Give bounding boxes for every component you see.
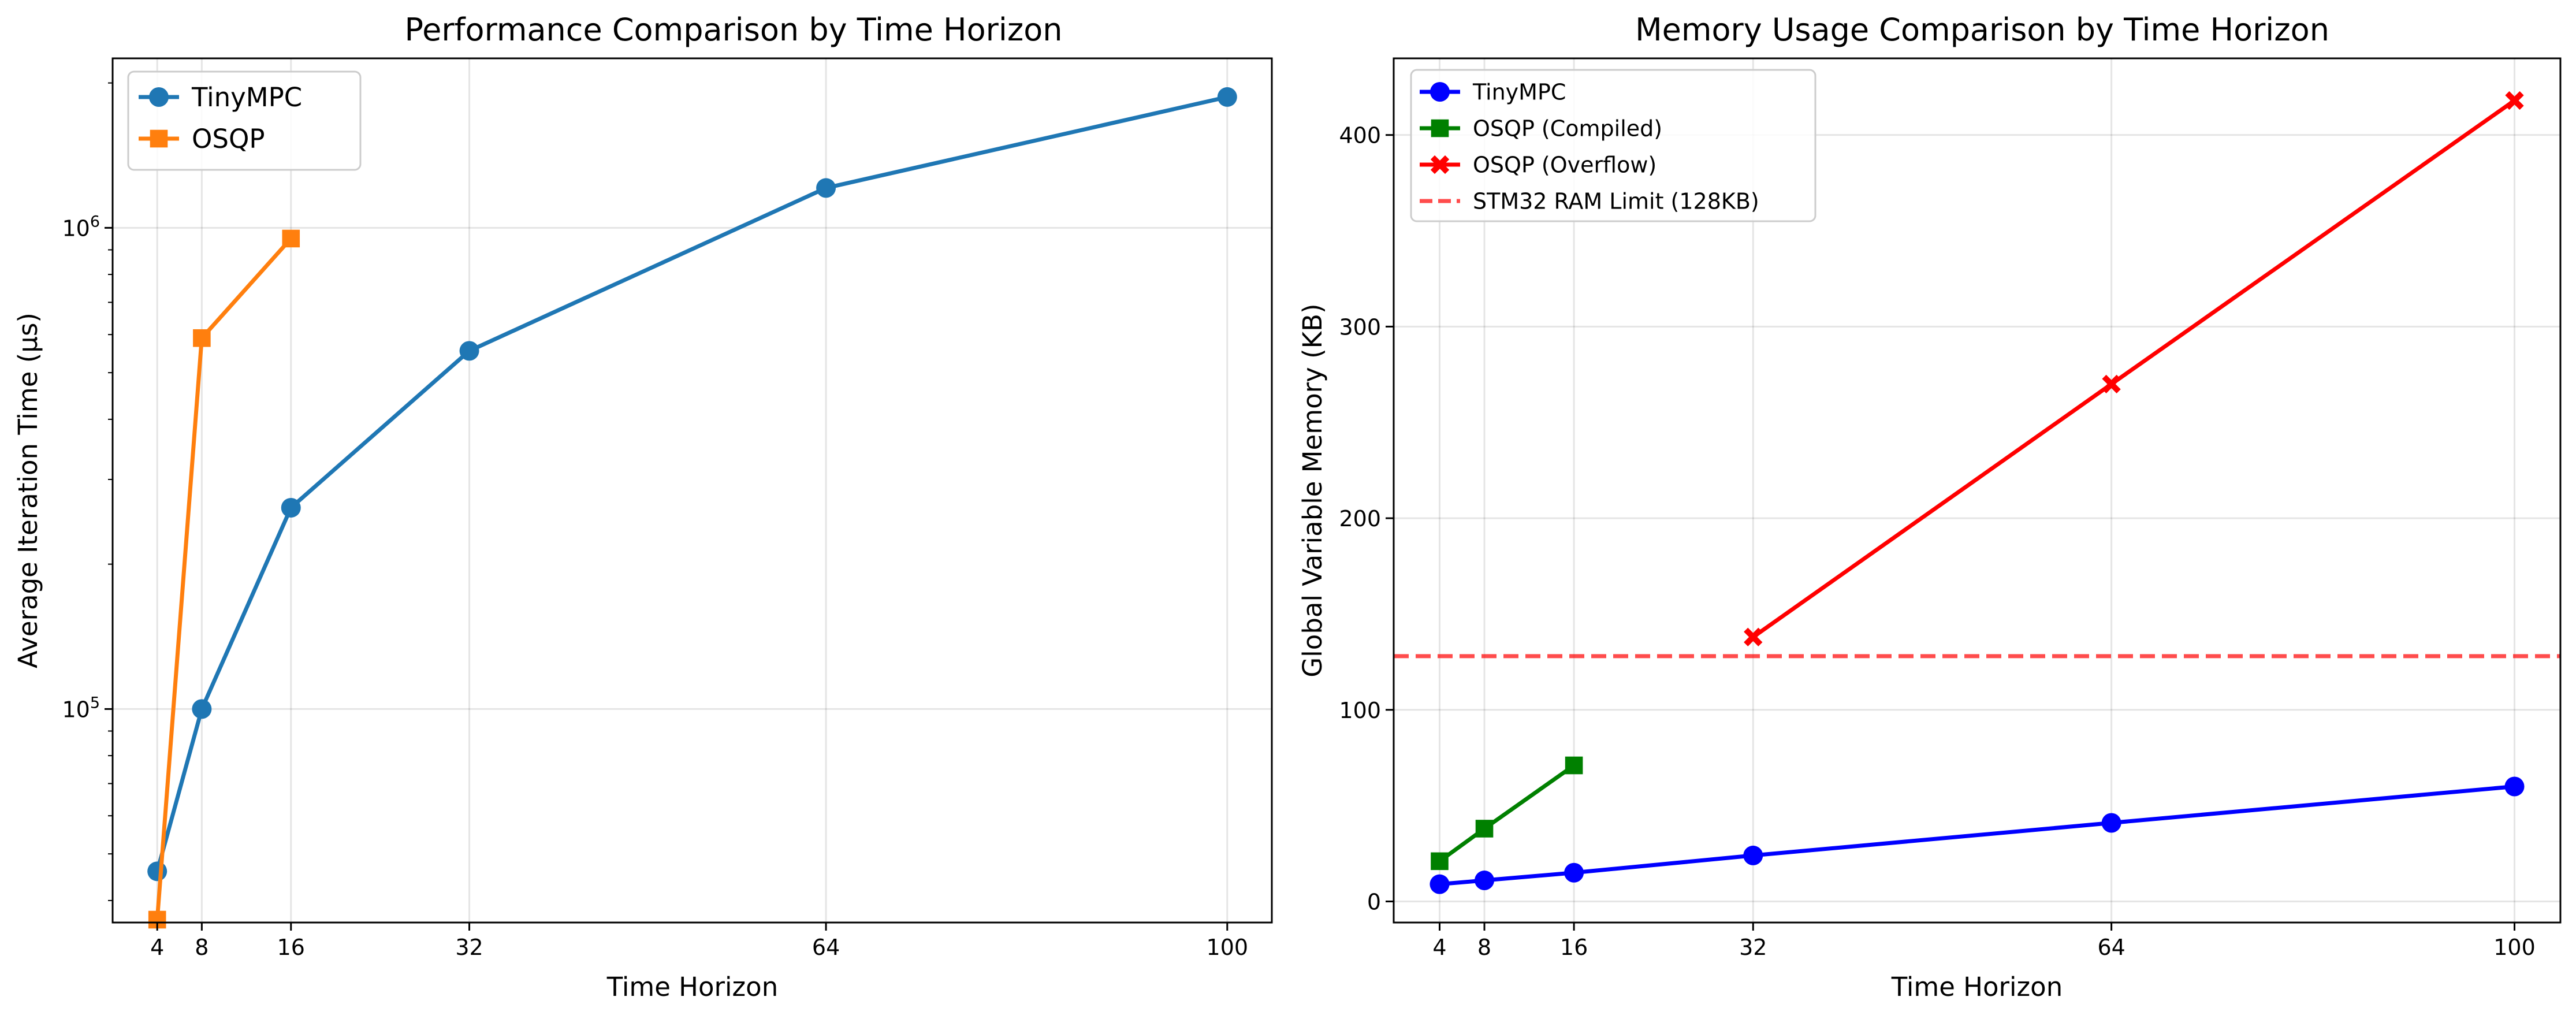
right-x-tick-label: 4 bbox=[1432, 935, 1446, 960]
right-y-tick-label: 100 bbox=[1339, 698, 1381, 723]
left-legend-frame bbox=[127, 70, 362, 171]
legend-label: TinyMPC bbox=[191, 82, 302, 113]
left-x-tick-label: 4 bbox=[150, 935, 164, 960]
right-x-tick-label: 8 bbox=[1477, 935, 1491, 960]
right-y-tick-label: 0 bbox=[1367, 890, 1381, 915]
legend-swatch-marker bbox=[150, 129, 168, 148]
right-y-tick-label: 400 bbox=[1339, 123, 1381, 148]
right-data-point bbox=[1430, 874, 1450, 894]
right-data-point bbox=[1475, 871, 1495, 891]
left-data-point bbox=[281, 497, 301, 518]
legend-label: STM32 RAM Limit (128KB) bbox=[1473, 189, 1759, 214]
right-legend: TinyMPC OSQP (Compiled) OSQP (Overflow) STM… bbox=[1410, 69, 1816, 222]
right-y-tick-label: 300 bbox=[1339, 314, 1381, 340]
left-data-point bbox=[192, 699, 212, 719]
right-chart: Memory Usage Comparison by Time Horizon … bbox=[1297, 12, 2562, 1002]
right-data-point bbox=[1565, 756, 1583, 775]
right-x-tick-label: 16 bbox=[1560, 935, 1588, 960]
legend-swatch-marker bbox=[1430, 155, 1450, 174]
left-x-tick-label: 8 bbox=[195, 935, 209, 960]
left-x-tick-label: 64 bbox=[812, 935, 840, 960]
right-data-point bbox=[1744, 627, 1763, 646]
left-x-axis-label: Time Horizon bbox=[606, 972, 778, 1002]
left-plot-frame bbox=[111, 57, 1273, 924]
legend-label: OSQP (Compiled) bbox=[1473, 116, 1662, 142]
right-y-tick-label: 200 bbox=[1339, 506, 1381, 531]
left-chart-title: Performance Comparison by Time Horizon bbox=[404, 12, 1062, 48]
legend-swatch-marker bbox=[1431, 119, 1449, 137]
right-legend-frame bbox=[1410, 69, 1816, 222]
right-data-point bbox=[2101, 813, 2121, 833]
left-series-layer bbox=[147, 87, 1237, 929]
right-series-line-1 bbox=[1438, 764, 1576, 863]
left-legend: TinyMPC OSQP bbox=[127, 70, 362, 171]
left-data-point bbox=[193, 329, 211, 347]
right-x-tick-label: 32 bbox=[1739, 935, 1767, 960]
legend-swatch-marker bbox=[149, 87, 169, 107]
left-x-tick-label: 16 bbox=[277, 935, 305, 960]
right-tick-layer: 4 8 16 32 64 100 0 100 200 300 400 bbox=[1339, 123, 2535, 960]
right-chart-title: Memory Usage Comparison by Time Horizon bbox=[1635, 12, 2329, 48]
left-y-tick-label: 106 bbox=[62, 213, 100, 241]
legend-swatch-marker bbox=[1430, 82, 1450, 102]
right-y-axis-label: Global Variable Memory (KB) bbox=[1297, 303, 1328, 677]
right-data-point bbox=[1743, 845, 1763, 865]
right-plot-frame bbox=[1393, 57, 2562, 924]
left-tick-layer: 4 8 16 32 64 100 105 106 bbox=[62, 82, 1249, 960]
left-data-point bbox=[282, 229, 300, 248]
right-series-layer bbox=[1430, 91, 2525, 894]
right-legend-items: TinyMPC OSQP (Compiled) OSQP (Overflow) STM… bbox=[1420, 80, 1759, 214]
left-gridlines bbox=[113, 58, 1272, 923]
legend-label: OSQP bbox=[192, 124, 265, 154]
left-chart: Performance Comparison by Time Horizon 4… bbox=[13, 12, 1273, 1002]
right-x-tick-label: 64 bbox=[2097, 935, 2125, 960]
left-series-line-0 bbox=[155, 95, 1228, 872]
right-series-line-2 bbox=[1752, 99, 2516, 639]
right-series-line-0 bbox=[1439, 784, 2515, 887]
left-y-tick-label: 105 bbox=[62, 694, 100, 722]
right-data-point bbox=[1431, 852, 1449, 871]
left-y-axis-label: Average Iteration Time (µs) bbox=[13, 313, 43, 668]
left-data-point bbox=[147, 861, 167, 882]
right-x-tick-label: 100 bbox=[2493, 935, 2536, 960]
left-data-point bbox=[459, 341, 479, 361]
right-data-point bbox=[2505, 91, 2524, 110]
legend-label: OSQP (Overflow) bbox=[1473, 153, 1656, 178]
right-x-axis-label: Time Horizon bbox=[1891, 972, 2063, 1002]
right-data-point bbox=[2504, 776, 2525, 797]
left-series-line-1 bbox=[155, 237, 293, 920]
left-data-point bbox=[1217, 87, 1237, 107]
right-data-point bbox=[1564, 862, 1584, 883]
left-legend-items: TinyMPC OSQP bbox=[139, 82, 302, 154]
right-data-point bbox=[1475, 820, 1494, 838]
left-data-point bbox=[816, 178, 836, 198]
left-x-tick-label: 100 bbox=[1207, 935, 1249, 960]
left-x-tick-label: 32 bbox=[455, 935, 483, 960]
legend-label: TinyMPC bbox=[1472, 80, 1566, 105]
right-data-point bbox=[2102, 374, 2121, 394]
